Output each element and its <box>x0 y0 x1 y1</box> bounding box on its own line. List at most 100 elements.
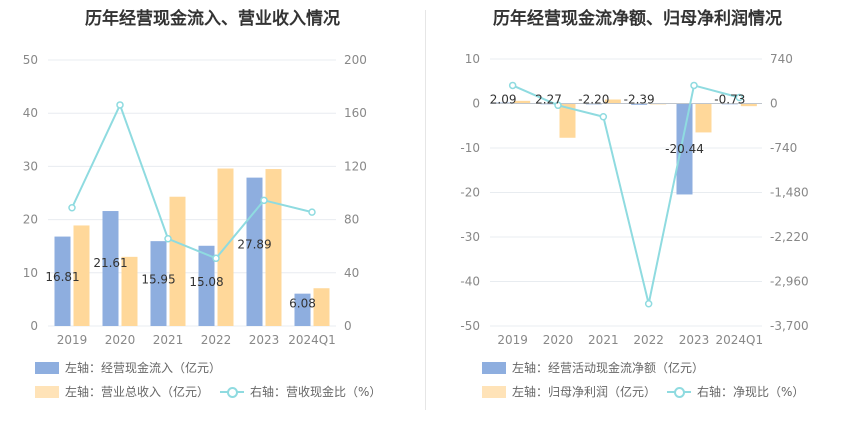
left-chart-panel: 历年经营现金流入、营业收入情况 0 10 20 30 40 50 0 40 80 120 160 20… <box>23 9 382 400</box>
legend-swatch-line-icon <box>667 386 691 398</box>
right-legend-label-bar2: 左轴：归母净利润（亿元） <box>512 385 657 399</box>
right-line-point <box>690 81 698 90</box>
right-x-tick-label: 2020 <box>543 333 574 347</box>
left-chart-title: 历年经营现金流入、营业收入情况 <box>85 9 340 29</box>
left-bar-series1 <box>150 241 167 326</box>
right-data-label: -2.20 <box>578 93 609 107</box>
left-left-tick-label: 30 <box>23 159 38 173</box>
left-left-tick-label: 50 <box>23 53 38 67</box>
right-legend-item-bar1[interactable]: 左轴：经营活动现金流净额（亿元） <box>482 359 704 376</box>
left-legend-item-bar1[interactable]: 左轴：经营现金流入（亿元） <box>35 359 221 376</box>
left-bar-series2 <box>121 256 138 326</box>
left-chart-plot: 0 10 20 30 40 50 0 40 80 120 160 200 2019 2020 2021 202… <box>23 53 367 347</box>
right-bar-series2 <box>514 100 531 104</box>
right-bar-series2 <box>695 103 712 133</box>
right-legend-item-bar2[interactable]: 左轴：归母净利润（亿元） <box>482 383 656 400</box>
left-legend-label-bar2: 左轴：营业总收入（亿元） <box>65 385 210 399</box>
legend-swatch-line-icon <box>220 386 244 398</box>
right-data-label: -20.44 <box>665 142 704 156</box>
left-bar-series2 <box>313 288 330 326</box>
right-data-label: -2.39 <box>624 93 655 107</box>
left-bar-series1 <box>198 245 215 326</box>
right-line-series <box>512 84 740 304</box>
left-data-label: 21.61 <box>93 256 127 270</box>
left-left-tick-label: 40 <box>23 106 38 120</box>
left-left-tick-label: 10 <box>23 266 38 280</box>
left-right-tick-label: 0 <box>344 319 352 333</box>
right-right-tick-label: -2,220 <box>770 230 809 244</box>
left-bar-series1 <box>54 236 71 326</box>
right-left-tick-label: -40 <box>460 275 480 289</box>
right-legend-label-line: 右轴：净现比（%） <box>697 385 805 399</box>
right-left-tick-label: -50 <box>460 319 480 333</box>
right-line-point <box>599 112 608 121</box>
right-bar-series2 <box>604 99 621 104</box>
left-right-tick-label: 80 <box>344 213 359 227</box>
right-bar-series2 <box>559 103 576 138</box>
right-line-point <box>508 81 517 90</box>
right-line-point <box>644 300 653 308</box>
right-left-tick-label: -10 <box>460 141 480 155</box>
left-data-label: 15.08 <box>189 275 223 289</box>
right-right-tick-label: -740 <box>770 141 797 155</box>
left-line-series <box>71 102 313 260</box>
left-left-tick-label: 20 <box>23 213 38 227</box>
right-line-point <box>554 101 562 110</box>
right-bar-series1 <box>676 103 693 195</box>
right-bar-series2 <box>740 103 757 107</box>
left-line-point <box>212 254 220 263</box>
right-left-tick-label: -20 <box>460 186 480 200</box>
right-x-tick-label: 2024Q1 <box>716 333 764 347</box>
left-bar-series1 <box>294 293 311 326</box>
right-data-label: 2.27 <box>535 93 562 107</box>
right-chart-panel: 历年经营现金流净额、归母净利润情况 -50 -40 -30 -20 -10 0 10 -3,7… <box>425 0 850 437</box>
right-x-tick-label: 2023 <box>679 333 710 347</box>
legend-swatch-bar1-icon <box>35 361 59 374</box>
left-line-point <box>260 196 268 205</box>
left-legend-item-line[interactable]: 右轴：营收现金比（%） <box>220 383 381 400</box>
left-data-label: 27.89 <box>237 237 271 251</box>
right-left-tick-label: 10 <box>465 52 480 66</box>
left-right-tick-label: 200 <box>344 53 367 67</box>
left-data-label: 6.08 <box>289 297 316 311</box>
right-line-point <box>735 93 744 102</box>
left-data-label: 16.81 <box>45 270 79 284</box>
right-data-label: -0.73 <box>714 93 745 107</box>
right-right-tick-label: -1,480 <box>770 186 809 200</box>
right-bar-series1 <box>631 103 648 105</box>
right-chart-title: 历年经营现金流净额、归母净利润情况 <box>493 9 782 29</box>
left-line-point <box>308 208 316 216</box>
right-x-tick-label: 2019 <box>497 333 528 347</box>
left-x-tick-label: 2020 <box>105 333 136 347</box>
left-x-tick-label: 2022 <box>201 333 232 347</box>
legend-swatch-bar2-icon <box>35 385 59 398</box>
right-right-tick-label: -3,700 <box>770 319 809 333</box>
left-bar-series2 <box>169 196 186 326</box>
right-right-tick-label: 0 <box>770 97 778 111</box>
left-bar-series1 <box>102 211 119 326</box>
panel-divider <box>425 10 426 410</box>
left-legend-label-bar1: 左轴：经营现金流入（亿元） <box>65 361 222 375</box>
left-line-point <box>164 235 172 243</box>
right-right-tick-label: 740 <box>770 52 793 66</box>
left-x-tick-label: 2024Q1 <box>288 333 336 347</box>
right-left-tick-label: 0 <box>472 97 480 111</box>
right-legend-item-line[interactable]: 右轴：净现比（%） <box>667 383 804 400</box>
right-chart-plot: -50 -40 -30 -20 -10 0 10 -3,700 -2,960 -2,220 -1,4… <box>460 52 809 347</box>
left-x-tick-label: 2019 <box>57 333 88 347</box>
legend-swatch-bar2-icon <box>482 385 506 398</box>
left-bar-series1 <box>246 177 263 326</box>
left-line-point <box>68 204 76 212</box>
left-line-point <box>116 101 124 109</box>
left-right-tick-label: 40 <box>344 266 359 280</box>
left-x-tick-label: 2021 <box>153 333 184 347</box>
right-x-tick-label: 2021 <box>588 333 619 347</box>
right-x-tick-label: 2022 <box>633 333 664 347</box>
right-left-tick-label: -30 <box>460 230 480 244</box>
left-legend-label-line: 右轴：营收现金比（%） <box>250 385 382 399</box>
left-right-tick-label: 120 <box>344 159 367 173</box>
left-left-tick-label: 0 <box>30 319 38 333</box>
left-bar-series2 <box>73 225 90 326</box>
left-right-tick-label: 160 <box>344 106 367 120</box>
left-legend-item-bar2[interactable]: 左轴：营业总收入（亿元） <box>35 383 209 400</box>
